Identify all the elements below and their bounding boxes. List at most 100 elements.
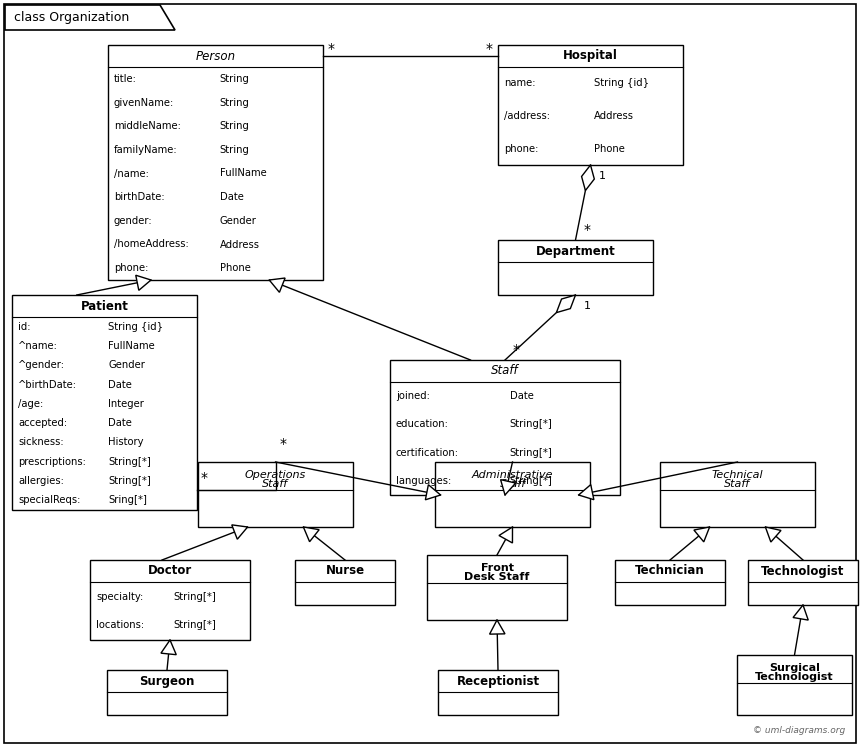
Polygon shape [793, 605, 808, 620]
Text: 1: 1 [599, 171, 605, 181]
FancyBboxPatch shape [748, 560, 858, 605]
Text: History: History [108, 438, 144, 447]
FancyBboxPatch shape [390, 360, 620, 495]
Text: String[*]: String[*] [510, 447, 552, 458]
Text: ^gender:: ^gender: [18, 360, 65, 371]
Text: Nurse: Nurse [325, 565, 365, 577]
Text: String[*]: String[*] [108, 456, 151, 467]
Text: phone:: phone: [504, 143, 538, 154]
Polygon shape [765, 527, 781, 542]
Text: String: String [220, 145, 249, 155]
Text: String: String [220, 74, 249, 84]
Polygon shape [161, 640, 176, 654]
Text: birthDate:: birthDate: [114, 192, 164, 202]
Text: Sring[*]: Sring[*] [108, 495, 147, 506]
FancyBboxPatch shape [295, 560, 395, 605]
Text: phone:: phone: [114, 263, 149, 273]
Text: givenName:: givenName: [114, 98, 175, 108]
Polygon shape [556, 295, 575, 313]
Text: ^name:: ^name: [18, 341, 58, 351]
Text: Operations: Operations [245, 470, 306, 480]
FancyBboxPatch shape [4, 4, 856, 743]
Text: certification:: certification: [396, 447, 459, 458]
Text: Department: Department [536, 244, 616, 258]
Text: *: * [583, 223, 591, 237]
Text: Address: Address [220, 240, 260, 249]
Text: Desk Staff: Desk Staff [464, 572, 530, 582]
Text: name:: name: [504, 78, 536, 88]
Text: String[*]: String[*] [510, 476, 552, 486]
Polygon shape [5, 5, 175, 30]
Polygon shape [501, 480, 516, 495]
Text: Person: Person [195, 49, 236, 63]
Text: String[*]: String[*] [510, 419, 552, 430]
Text: languages:: languages: [396, 476, 452, 486]
Text: Patient: Patient [81, 300, 128, 312]
Text: /address:: /address: [504, 111, 550, 121]
Text: prescriptions:: prescriptions: [18, 456, 86, 467]
Text: /age:: /age: [18, 399, 43, 409]
Text: Hospital: Hospital [563, 49, 618, 63]
FancyBboxPatch shape [427, 555, 567, 620]
Text: Surgeon: Surgeon [139, 675, 194, 687]
Text: *: * [513, 343, 520, 357]
Text: id:: id: [18, 322, 30, 332]
FancyBboxPatch shape [108, 45, 323, 280]
Text: Integer: Integer [108, 399, 144, 409]
Text: String: String [220, 121, 249, 131]
Text: sickness:: sickness: [18, 438, 64, 447]
FancyBboxPatch shape [737, 655, 852, 715]
Text: Doctor: Doctor [148, 565, 192, 577]
Text: education:: education: [396, 419, 449, 430]
Text: Staff: Staff [262, 479, 289, 489]
Text: Date: Date [510, 391, 533, 401]
Text: specialReqs:: specialReqs: [18, 495, 80, 506]
Text: accepted:: accepted: [18, 418, 67, 428]
Text: /name:: /name: [114, 169, 149, 179]
FancyBboxPatch shape [435, 462, 590, 527]
FancyBboxPatch shape [107, 670, 227, 715]
Text: Gender: Gender [108, 360, 145, 371]
Text: *: * [328, 42, 335, 56]
Polygon shape [136, 275, 151, 291]
Polygon shape [499, 527, 513, 543]
Text: Surgical: Surgical [769, 663, 820, 673]
Text: FullName: FullName [220, 169, 267, 179]
FancyBboxPatch shape [615, 560, 725, 605]
Polygon shape [581, 165, 594, 190]
Text: gender:: gender: [114, 216, 152, 226]
Text: Receptionist: Receptionist [457, 675, 539, 687]
Text: locations:: locations: [96, 621, 144, 630]
Text: middleName:: middleName: [114, 121, 181, 131]
Text: Staff: Staff [500, 479, 525, 489]
Text: class Organization: class Organization [14, 10, 129, 23]
Text: © uml-diagrams.org: © uml-diagrams.org [752, 726, 845, 735]
Text: Technical: Technical [712, 470, 764, 480]
Text: title:: title: [114, 74, 137, 84]
Text: specialty:: specialty: [96, 592, 144, 601]
FancyBboxPatch shape [498, 240, 653, 295]
Text: FullName: FullName [108, 341, 155, 351]
Text: Date: Date [108, 379, 132, 389]
Text: *: * [201, 471, 208, 485]
FancyBboxPatch shape [198, 462, 353, 527]
Text: Gender: Gender [220, 216, 256, 226]
Text: joined:: joined: [396, 391, 430, 401]
Polygon shape [694, 527, 710, 542]
Text: Staff: Staff [724, 479, 751, 489]
Polygon shape [231, 525, 248, 539]
Text: Phone: Phone [594, 143, 625, 154]
Text: String {id}: String {id} [108, 322, 163, 332]
Polygon shape [489, 620, 505, 634]
FancyBboxPatch shape [90, 560, 250, 640]
Text: *: * [280, 437, 286, 451]
Text: *: * [486, 42, 493, 56]
Text: Technologist: Technologist [761, 565, 845, 577]
FancyBboxPatch shape [438, 670, 558, 715]
Text: String[*]: String[*] [173, 621, 216, 630]
Text: Technician: Technician [636, 565, 705, 577]
Text: Administrative: Administrative [472, 470, 553, 480]
Text: familyName:: familyName: [114, 145, 178, 155]
Polygon shape [579, 485, 594, 500]
Text: Staff: Staff [491, 365, 519, 377]
